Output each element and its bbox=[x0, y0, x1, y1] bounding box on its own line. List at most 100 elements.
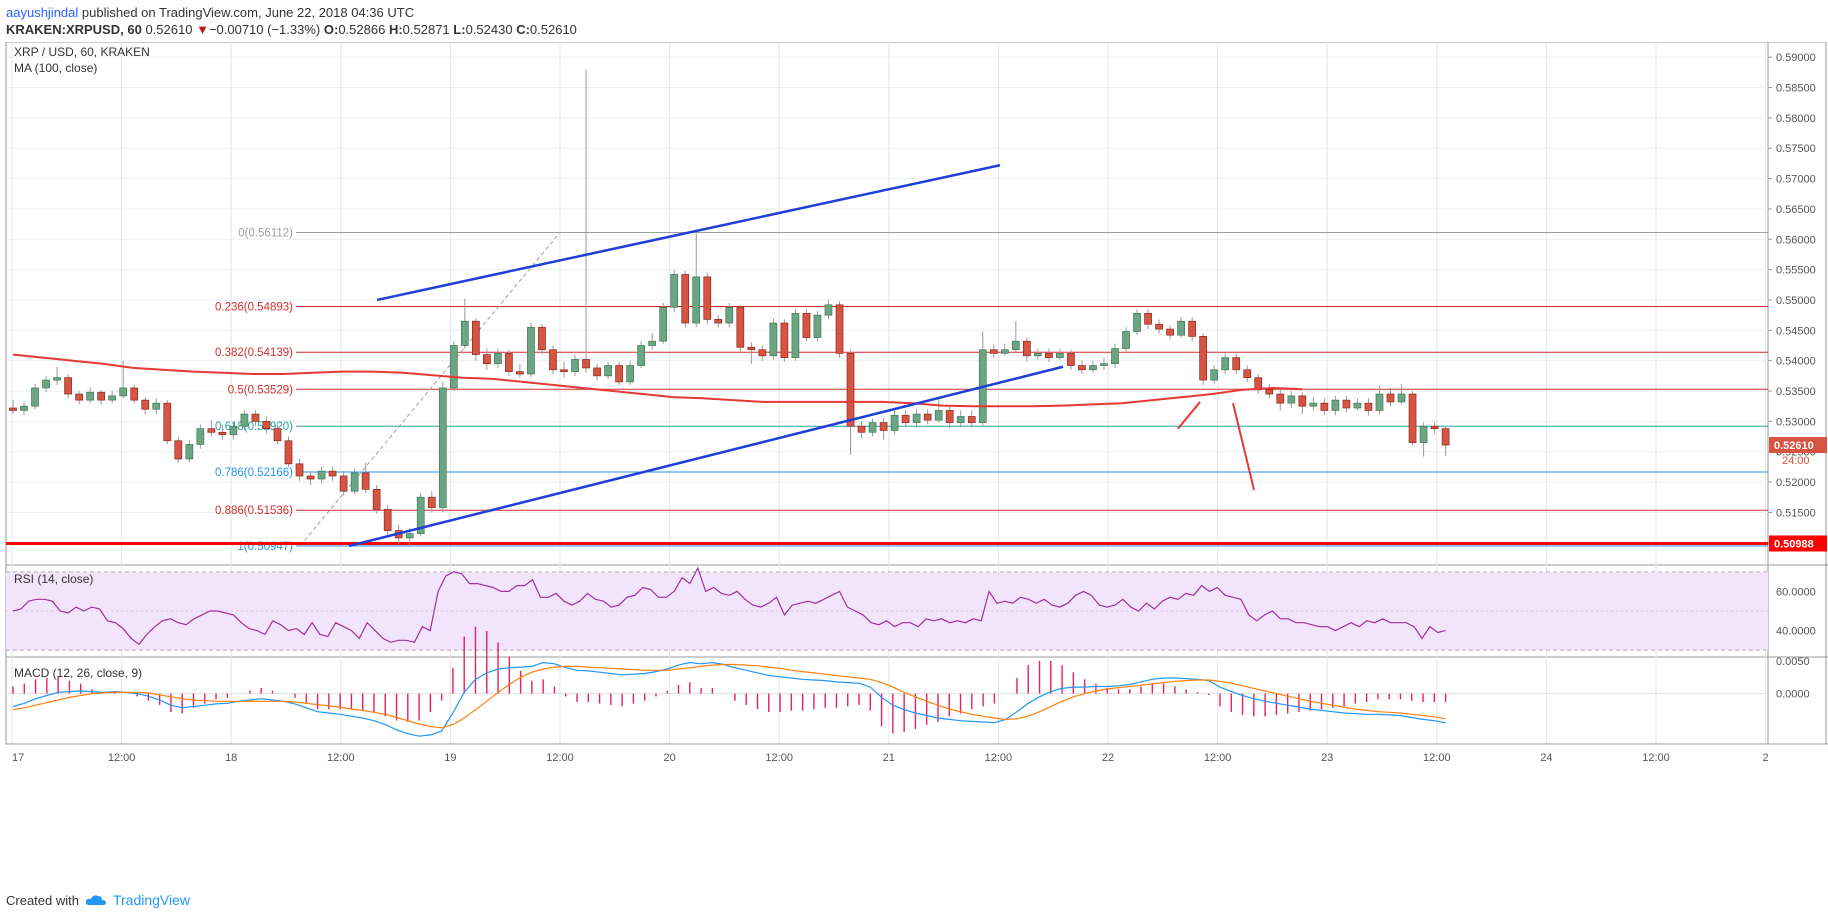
candle bbox=[350, 468, 359, 495]
candle-body bbox=[857, 425, 866, 433]
candle-body bbox=[956, 416, 965, 423]
candle bbox=[1331, 395, 1340, 416]
price-tick-label: 0.54500 bbox=[1776, 325, 1816, 337]
candle-body bbox=[868, 422, 877, 433]
rsi-tick-label: 40.0000 bbox=[1776, 626, 1816, 638]
candle-body bbox=[813, 314, 822, 338]
fib-level-label: 0.886(0.51536) bbox=[215, 505, 293, 517]
candle bbox=[306, 471, 315, 486]
candle bbox=[1089, 360, 1097, 373]
candle-body bbox=[538, 326, 546, 351]
candle-body bbox=[879, 422, 888, 431]
ma100-line bbox=[12, 353, 1303, 408]
candle-body bbox=[240, 413, 249, 427]
candle bbox=[1221, 353, 1230, 375]
candle bbox=[1177, 316, 1185, 338]
candle bbox=[934, 397, 943, 423]
candle-body bbox=[306, 475, 315, 480]
candle bbox=[174, 436, 183, 463]
candle bbox=[1188, 316, 1196, 342]
time-tick-label: 12:00 bbox=[1204, 752, 1232, 764]
candle-body bbox=[637, 345, 645, 366]
candle-body bbox=[31, 387, 39, 407]
candle bbox=[317, 466, 326, 484]
candle bbox=[791, 309, 800, 361]
candle-body bbox=[835, 304, 844, 354]
candle-body bbox=[174, 440, 183, 460]
last-price-badge: 0.52610 bbox=[1774, 440, 1814, 452]
candle bbox=[218, 424, 227, 440]
time-tick-label: 23 bbox=[1321, 752, 1333, 764]
fib-level-label: 0.236(0.54893) bbox=[215, 301, 293, 313]
time-tick-label: 18 bbox=[225, 752, 237, 764]
candle-body bbox=[923, 413, 932, 421]
candle bbox=[1364, 398, 1373, 416]
candle bbox=[780, 319, 789, 362]
candle bbox=[670, 269, 679, 313]
candle-body bbox=[416, 496, 425, 535]
candle-body bbox=[483, 354, 491, 365]
chart-title: XRP / USD, 60, KRAKEN bbox=[14, 45, 150, 59]
price-chart[interactable]: 0(0.56112)0.236(0.54893)0.382(0.54139)0.… bbox=[0, 42, 1828, 887]
indicator-lines bbox=[12, 353, 1447, 737]
candle bbox=[284, 436, 293, 467]
candle bbox=[1067, 349, 1075, 370]
author-link[interactable]: aayushjindal bbox=[6, 5, 79, 20]
rsi-line bbox=[12, 566, 1446, 646]
candle-body bbox=[130, 387, 139, 401]
time-tick-label: 20 bbox=[663, 752, 675, 764]
candle-body bbox=[64, 377, 72, 395]
candle-body bbox=[1166, 328, 1174, 336]
price-tick-label: 0.52000 bbox=[1776, 477, 1816, 489]
candle-body bbox=[1034, 353, 1042, 357]
candle bbox=[1232, 353, 1241, 375]
candle-body bbox=[317, 470, 326, 480]
candle-body bbox=[284, 440, 293, 465]
fib-retracement[interactable]: 0(0.56112) 0.236(0.54893) 0.382(0.54139) 0.… bbox=[6, 227, 1768, 553]
candle-body bbox=[108, 395, 117, 401]
candle bbox=[152, 398, 161, 415]
candle bbox=[20, 401, 28, 416]
candle-body bbox=[626, 365, 634, 383]
symbol-label: KRAKEN:XRPUSD, 60 bbox=[6, 22, 142, 37]
drawings[interactable] bbox=[348, 163, 1255, 548]
candle bbox=[857, 421, 866, 439]
candle-body bbox=[527, 326, 535, 375]
candle bbox=[978, 331, 987, 427]
candle-body bbox=[1430, 425, 1439, 429]
candle bbox=[1199, 333, 1208, 385]
candle bbox=[868, 418, 877, 437]
price-tick-label: 0.53500 bbox=[1776, 386, 1816, 398]
candle-body bbox=[383, 509, 392, 531]
candle-body bbox=[1122, 331, 1130, 349]
candle bbox=[1375, 386, 1384, 415]
candle-body bbox=[196, 428, 205, 445]
candle-body bbox=[725, 306, 734, 324]
candle-body bbox=[1320, 402, 1329, 411]
candle bbox=[604, 361, 612, 379]
candle-body bbox=[1056, 353, 1064, 358]
candle-body bbox=[791, 312, 800, 358]
time-tick-label: 22 bbox=[1102, 752, 1114, 764]
candle bbox=[879, 418, 888, 440]
candle-body bbox=[582, 359, 590, 369]
candle bbox=[207, 420, 216, 437]
candle bbox=[1133, 309, 1141, 336]
fib-guide-line bbox=[299, 232, 561, 547]
time-tick-label: 12:00 bbox=[985, 752, 1013, 764]
tradingview-brand[interactable]: TradingView bbox=[112, 892, 191, 908]
candle-body bbox=[1210, 369, 1219, 381]
time-tick-label: 12:00 bbox=[108, 752, 136, 764]
candle-body bbox=[1287, 395, 1296, 404]
candle bbox=[692, 233, 701, 328]
forecast-down-stroke bbox=[1232, 402, 1255, 491]
candle-body bbox=[505, 353, 513, 372]
candle-body bbox=[945, 410, 954, 423]
candle bbox=[1342, 395, 1351, 413]
time-tick-label: 12:00 bbox=[327, 752, 355, 764]
candle bbox=[967, 410, 976, 428]
candle bbox=[582, 69, 590, 373]
published-text: published on TradingView.com, June 22, 2… bbox=[78, 5, 415, 20]
price-tick-label: 0.57000 bbox=[1776, 174, 1816, 186]
candle-body bbox=[75, 393, 83, 401]
